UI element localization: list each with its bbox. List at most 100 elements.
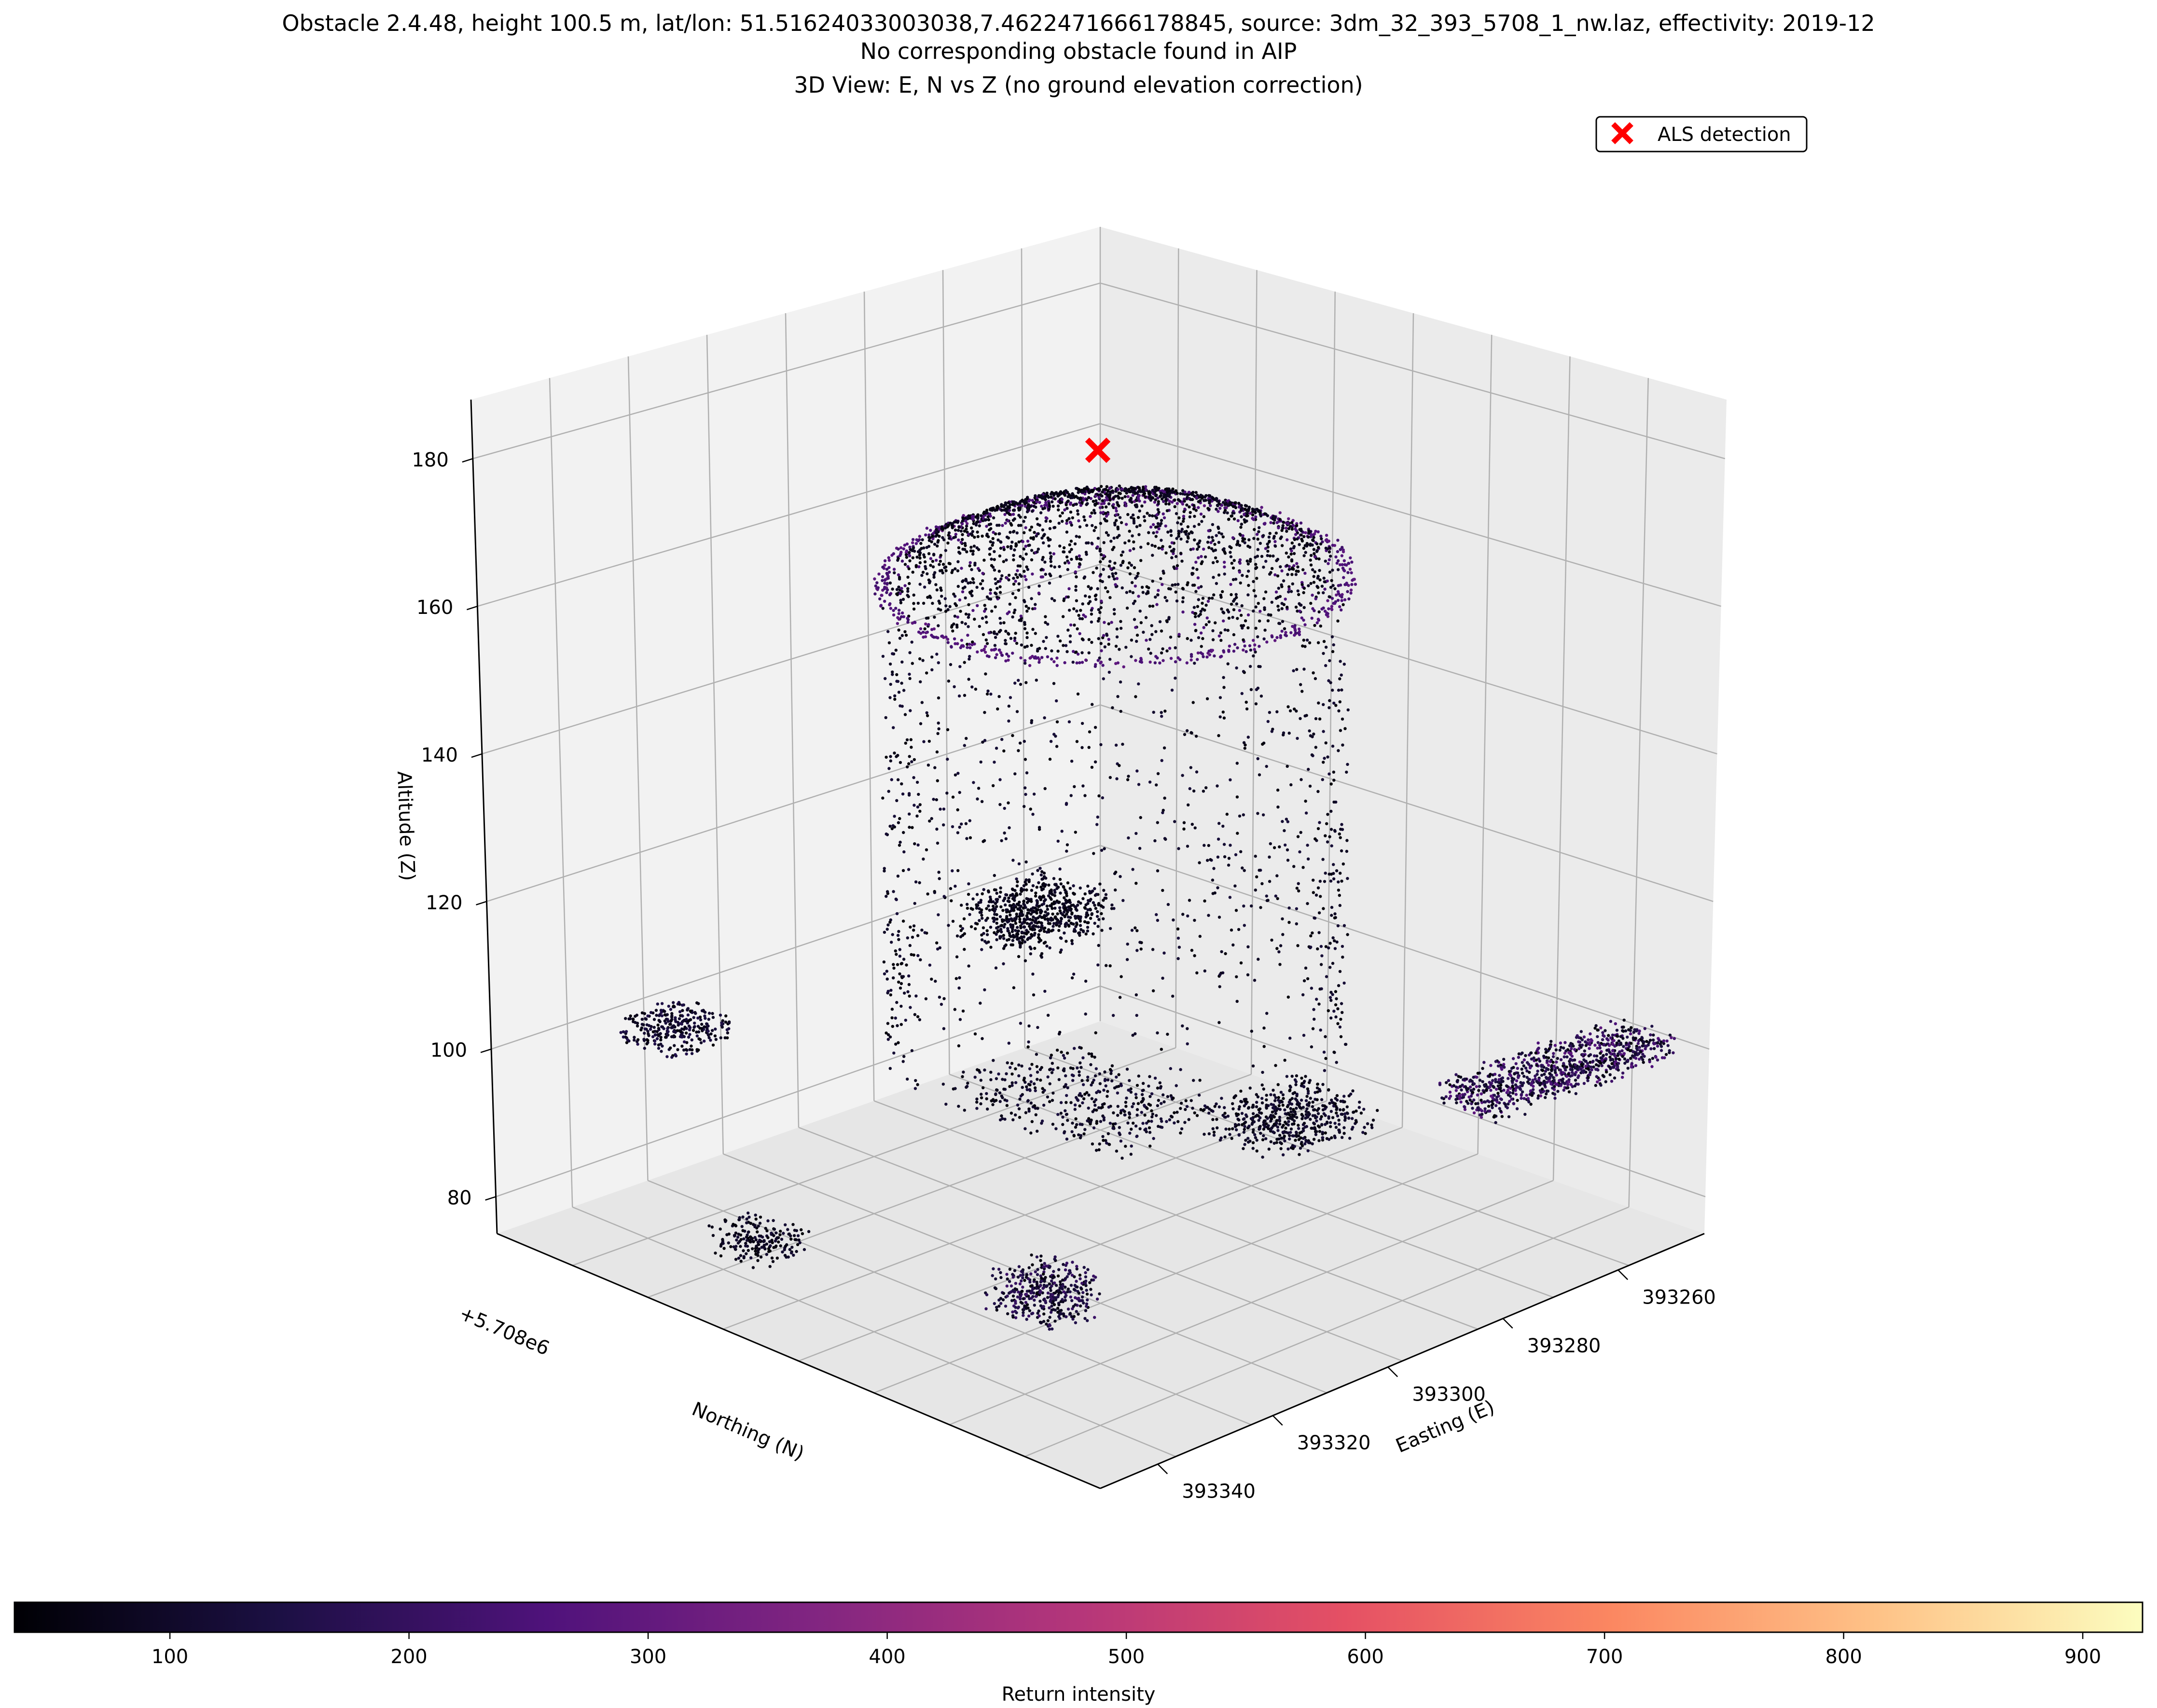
point [1130, 929, 1134, 932]
point [1149, 652, 1152, 655]
point [1123, 495, 1127, 499]
point [1351, 1089, 1355, 1093]
point [1066, 628, 1070, 632]
point [1047, 544, 1051, 548]
point [1087, 496, 1091, 500]
point [902, 831, 905, 834]
point [1331, 961, 1335, 965]
point [1314, 677, 1317, 680]
point [1318, 578, 1322, 582]
point [1122, 665, 1125, 668]
point [1323, 1104, 1327, 1108]
point [1031, 627, 1035, 631]
point [1211, 878, 1215, 882]
point [1139, 816, 1142, 819]
point [1196, 658, 1199, 661]
point [1562, 1088, 1565, 1092]
point [885, 1031, 888, 1035]
point [1086, 488, 1090, 491]
point [1013, 517, 1016, 521]
point [1527, 1100, 1531, 1104]
point [1116, 536, 1119, 539]
point [1119, 626, 1123, 630]
point [1226, 511, 1229, 514]
point [1330, 1136, 1333, 1139]
point [1258, 869, 1261, 872]
point [1549, 1082, 1553, 1085]
point [1072, 503, 1075, 507]
point [1312, 536, 1315, 539]
point [1632, 1050, 1635, 1054]
point [1303, 623, 1307, 626]
point [1107, 622, 1110, 625]
point [885, 977, 889, 981]
point [1286, 538, 1289, 542]
point [1100, 502, 1104, 506]
point [885, 571, 889, 575]
point [1258, 526, 1261, 529]
point [1192, 504, 1196, 507]
point [1596, 1068, 1600, 1072]
point [1282, 521, 1286, 524]
point [1048, 527, 1052, 530]
point [1025, 610, 1029, 613]
point [1203, 844, 1206, 847]
point [1069, 501, 1073, 505]
point [1322, 703, 1325, 707]
point [1521, 1083, 1524, 1087]
point [1327, 1009, 1330, 1013]
point [1098, 882, 1102, 886]
point [1280, 583, 1283, 587]
point [1346, 590, 1349, 594]
point [1157, 511, 1161, 514]
point [1315, 998, 1318, 1001]
point [1562, 1046, 1565, 1050]
point [1256, 635, 1259, 639]
point [1332, 877, 1336, 881]
point [1566, 1083, 1570, 1086]
point [1559, 1058, 1563, 1061]
point [1540, 1073, 1544, 1077]
point [1156, 1031, 1159, 1035]
point [1111, 572, 1114, 576]
point [1194, 615, 1197, 618]
point [1259, 1132, 1262, 1135]
point [1275, 636, 1279, 639]
point [944, 565, 948, 569]
point [1591, 1059, 1595, 1063]
point [1115, 635, 1119, 639]
point [1223, 572, 1226, 576]
point [1294, 1083, 1298, 1086]
point [1107, 502, 1111, 506]
point [1112, 608, 1116, 611]
point [1155, 603, 1159, 606]
point [1551, 1055, 1555, 1058]
point [1136, 516, 1140, 519]
point [1222, 843, 1226, 846]
point [1295, 887, 1299, 890]
point [1043, 716, 1046, 720]
point [1267, 1124, 1270, 1127]
point [1140, 585, 1144, 589]
point [1275, 874, 1279, 877]
point [1148, 494, 1151, 498]
point [1212, 1134, 1216, 1137]
point [1563, 1041, 1567, 1044]
point [1098, 547, 1102, 551]
point [1231, 1102, 1234, 1105]
point [1202, 515, 1206, 518]
point [1314, 837, 1317, 841]
point [964, 519, 968, 523]
point [1263, 522, 1267, 525]
point [1075, 609, 1078, 613]
point [893, 571, 896, 575]
point [1096, 619, 1100, 623]
point [1273, 1109, 1277, 1112]
point [1621, 1029, 1624, 1032]
point [982, 633, 985, 637]
point [1199, 493, 1203, 497]
point [990, 648, 994, 652]
point [1332, 778, 1336, 782]
point [1203, 504, 1206, 508]
point [1620, 1049, 1624, 1053]
